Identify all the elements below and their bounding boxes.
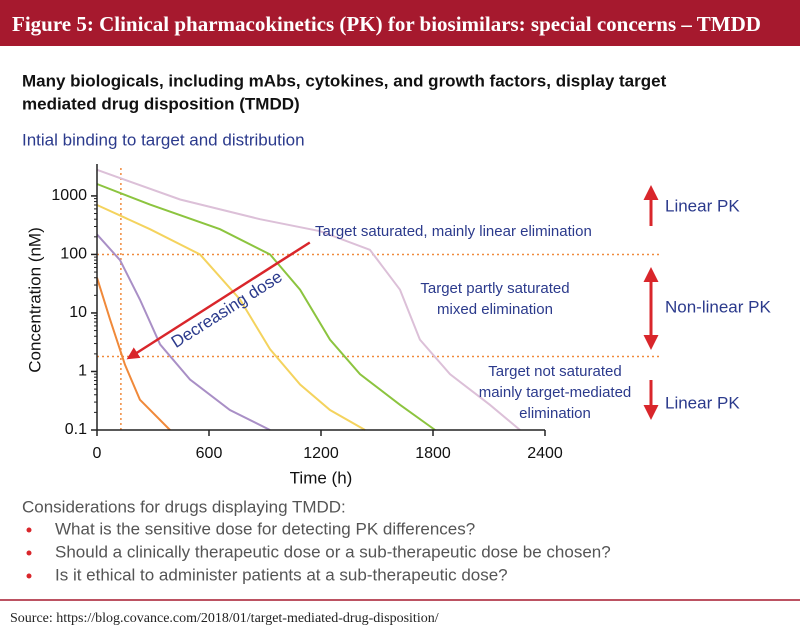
curve xyxy=(96,168,521,431)
y-tick-label: 1 xyxy=(78,363,87,380)
x-tick-label: 1200 xyxy=(303,445,339,462)
annotation: elimination xyxy=(519,405,591,422)
consideration-item: Should a clinically therapeutic dose or … xyxy=(55,542,611,561)
consideration-item: What is the sensitive dose for detecting… xyxy=(55,519,475,538)
chart-title: Intial binding to target and distributio… xyxy=(22,130,305,149)
subtitle: Many biologicals, including mAbs, cytoki… xyxy=(22,71,667,90)
region-label: Linear PK xyxy=(665,393,740,412)
source: Source: https://blog.covance.com/2018/01… xyxy=(10,611,439,626)
bullet xyxy=(26,573,32,579)
x-axis-label: Time (h) xyxy=(290,468,353,487)
annotation: Target saturated, mainly linear eliminat… xyxy=(315,223,592,240)
dose-arrow xyxy=(126,241,311,360)
subtitle: mediated drug disposition (TMDD) xyxy=(22,94,300,113)
region-label: Linear PK xyxy=(665,196,740,215)
x-tick-label: 0 xyxy=(93,445,102,462)
annotation: mainly target-mediated xyxy=(479,384,632,401)
x-tick-label: 2400 xyxy=(527,445,563,462)
curve xyxy=(96,183,436,431)
header-title: Figure 5: Clinical pharmacokinetics (PK)… xyxy=(12,12,761,36)
annotation: mixed elimination xyxy=(437,301,553,318)
y-tick-label: 10 xyxy=(69,304,87,321)
annotation: Target partly saturated xyxy=(420,280,569,297)
annotation: Target not saturated xyxy=(488,363,621,380)
x-tick-label: 600 xyxy=(196,445,223,462)
bullet xyxy=(26,527,32,533)
bullet xyxy=(26,550,32,556)
region-label: Non-linear PK xyxy=(665,297,771,316)
y-tick-label: 100 xyxy=(60,246,87,263)
y-tick-label: 0.1 xyxy=(65,421,87,438)
arrow-label: Decreasing dose xyxy=(168,267,286,352)
x-tick-label: 1800 xyxy=(415,445,451,462)
curve xyxy=(96,204,366,431)
consideration-item: Is it ethical to administer patients at … xyxy=(55,565,508,584)
curve xyxy=(96,277,171,431)
y-tick-label: 1000 xyxy=(51,187,87,204)
considerations-heading: Considerations for drugs displaying TMDD… xyxy=(22,497,346,516)
header-bar xyxy=(0,0,800,46)
y-axis-label: Concentration (nM) xyxy=(25,227,44,373)
curve xyxy=(96,233,271,431)
